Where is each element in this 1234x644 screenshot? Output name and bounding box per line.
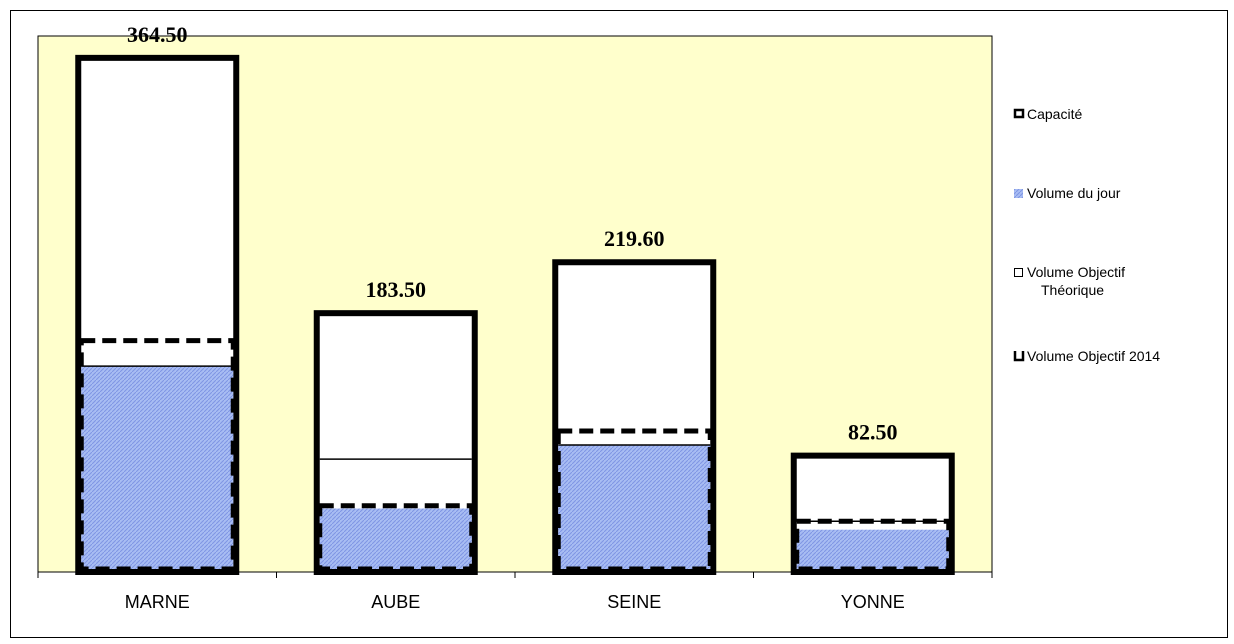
legend-label: Volume Objectif (1027, 264, 1125, 280)
objective-2014-bar (794, 518, 952, 572)
value-label: 219.60 (604, 226, 665, 251)
legend-label-line2: Théorique (1041, 282, 1104, 298)
legend-item: Volume Objectif 2014 (1013, 348, 1160, 364)
value-label: 82.50 (848, 420, 898, 445)
legend-label: Capacité (1027, 106, 1082, 122)
objective-2014-bar (555, 428, 713, 572)
legend-item: Volume Objectif Théorique (1014, 264, 1125, 298)
objective-2014-bar (317, 503, 475, 572)
value-label: 183.50 (366, 277, 427, 302)
legend: Capacité Volume du jour Volume Objectif Thé… (1013, 106, 1160, 364)
category-label: MARNE (125, 592, 190, 612)
volume-bar (558, 445, 711, 569)
legend-label: Volume du jour (1027, 185, 1121, 201)
bars-layer: 364.50 183.50 219.60 82.50 (75, 22, 955, 576)
x-axis: MARNE AUBE SEINE YONNE (37, 571, 993, 612)
objective-theoretical-icon (1014, 268, 1023, 277)
category-label: AUBE (371, 592, 420, 612)
volume-bar (81, 366, 234, 569)
category-label: SEINE (607, 592, 661, 612)
volume-bar (319, 508, 472, 569)
volume-bar (796, 529, 949, 569)
objective-2014-icon (1013, 351, 1025, 362)
volume-hatch-icon (1014, 189, 1023, 198)
value-label: 364.50 (127, 22, 188, 47)
legend-label: Volume Objectif 2014 (1027, 348, 1160, 364)
capacity-icon (1013, 108, 1025, 119)
category-label: YONNE (841, 592, 905, 612)
legend-item: Volume du jour (1014, 185, 1121, 201)
objective-2014-bar (78, 338, 236, 572)
legend-item: Capacité (1013, 106, 1082, 122)
